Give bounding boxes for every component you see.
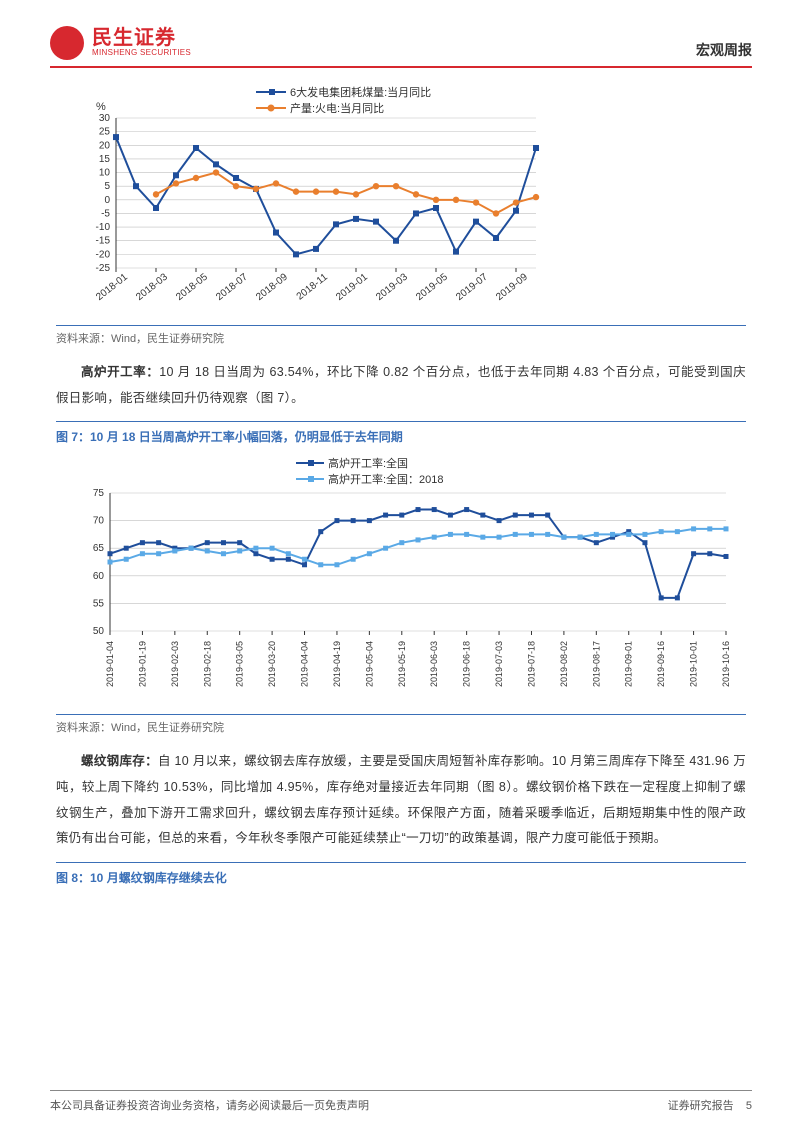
svg-text:2019-08-02: 2019-08-02 [559,641,569,687]
source-note: 资料来源：Wind，民生证券研究院 [56,719,746,735]
svg-text:产量:火电:当月同比: 产量:火电:当月同比 [290,101,384,115]
svg-text:2019-09-01: 2019-09-01 [624,641,634,687]
svg-text:60: 60 [93,571,105,582]
svg-text:0: 0 [104,195,110,206]
chart-figure-6: 6大发电集团耗煤量:当月同比产量:火电:当月同比 -25 -20 -15 -10 -5 0 5… [56,82,746,319]
svg-text:-5: -5 [101,208,110,219]
svg-text:2019-06-03: 2019-06-03 [429,641,439,687]
logo-mark-icon [50,26,84,60]
svg-text:2019-04-04: 2019-04-04 [300,641,310,687]
document-type: 宏观周报 [696,40,752,60]
svg-text:2019-05-04: 2019-05-04 [364,641,374,687]
divider [56,714,746,715]
svg-text:70: 70 [93,516,105,527]
svg-text:2019-07-03: 2019-07-03 [494,641,504,687]
source-note: 资料来源：Wind，民生证券研究院 [56,330,746,346]
svg-text:%: % [96,101,106,113]
svg-text:2019-05-19: 2019-05-19 [397,641,407,687]
svg-text:2019-06-18: 2019-06-18 [462,641,472,687]
svg-text:2018-11: 2018-11 [295,271,330,302]
svg-text:2018-05: 2018-05 [174,271,210,303]
svg-text:2019-02-03: 2019-02-03 [170,641,180,687]
figure-7-title: 图 7：10 月 18 日当周高炉开工率小幅回落，仍明显低于去年同期 [56,428,746,445]
chart-figure-7: 高炉开工率:全国高炉开工率:全国：2018 50 55 60 65 70 75 2019-01… [56,453,746,708]
figure-8-title: 图 8：10 月螺纹钢库存继续去化 [56,869,746,886]
paragraph-rebar: 螺纹钢库存：自 10 月以来，螺纹钢去库存放缓，主要是受国庆周短暂补库存影响。1… [56,749,746,852]
svg-text:6大发电集团耗煤量:当月同比: 6大发电集团耗煤量:当月同比 [290,85,431,99]
svg-text:30: 30 [99,113,111,124]
svg-text:2019-03-05: 2019-03-05 [235,641,245,687]
svg-text:高炉开工率:全国: 高炉开工率:全国 [328,456,408,470]
svg-text:65: 65 [93,543,105,554]
svg-text:2019-01-19: 2019-01-19 [137,641,147,687]
svg-text:2019-07-18: 2019-07-18 [526,641,536,687]
svg-text:2019-10-16: 2019-10-16 [721,641,731,687]
paragraph-furnace: 高炉开工率：10 月 18 日当周为 63.54%，环比下降 0.82 个百分点… [56,360,746,411]
svg-text:2018-07: 2018-07 [214,271,250,303]
svg-text:2019-03-20: 2019-03-20 [267,641,277,687]
svg-text:2019-01: 2019-01 [334,271,370,303]
svg-text:-15: -15 [96,236,111,247]
svg-text:2019-03: 2019-03 [374,271,410,303]
logo-text-cn: 民生证券 [92,28,191,49]
svg-text:2019-02-18: 2019-02-18 [202,641,212,687]
svg-text:2019-09: 2019-09 [494,271,530,303]
svg-text:-20: -20 [96,249,111,260]
svg-text:2018-09: 2018-09 [254,271,290,303]
svg-text:2019-01-04: 2019-01-04 [105,641,115,687]
svg-text:2019-10-01: 2019-10-01 [689,641,699,687]
disclaimer: 本公司具备证券投资咨询业务资格，请务必阅读最后一页免责声明 [50,1097,369,1113]
divider [56,325,746,326]
svg-text:15: 15 [99,154,111,165]
svg-text:55: 55 [93,599,105,610]
svg-text:25: 25 [99,127,111,138]
svg-text:2018-03: 2018-03 [134,271,170,303]
svg-text:2019-04-19: 2019-04-19 [332,641,342,687]
footer-rule [50,1090,752,1091]
footer-right: 证券研究报告 5 [668,1097,752,1113]
svg-text:5: 5 [104,181,110,192]
svg-text:2019-09-16: 2019-09-16 [656,641,666,687]
svg-text:75: 75 [93,488,105,499]
svg-text:20: 20 [99,140,111,151]
svg-text:2019-05: 2019-05 [414,271,450,303]
svg-text:50: 50 [93,626,105,637]
company-logo: 民生证券 MINSHENG SECURITIES [50,26,191,60]
svg-text:2018-01: 2018-01 [94,271,130,303]
svg-text:2019-08-17: 2019-08-17 [591,641,601,687]
svg-text:10: 10 [99,168,111,179]
svg-text:-10: -10 [96,222,111,233]
svg-text:高炉开工率:全国：2018: 高炉开工率:全国：2018 [328,472,444,486]
svg-text:-25: -25 [96,263,111,274]
logo-text-en: MINSHENG SECURITIES [92,49,191,57]
svg-text:2019-07: 2019-07 [454,271,490,303]
